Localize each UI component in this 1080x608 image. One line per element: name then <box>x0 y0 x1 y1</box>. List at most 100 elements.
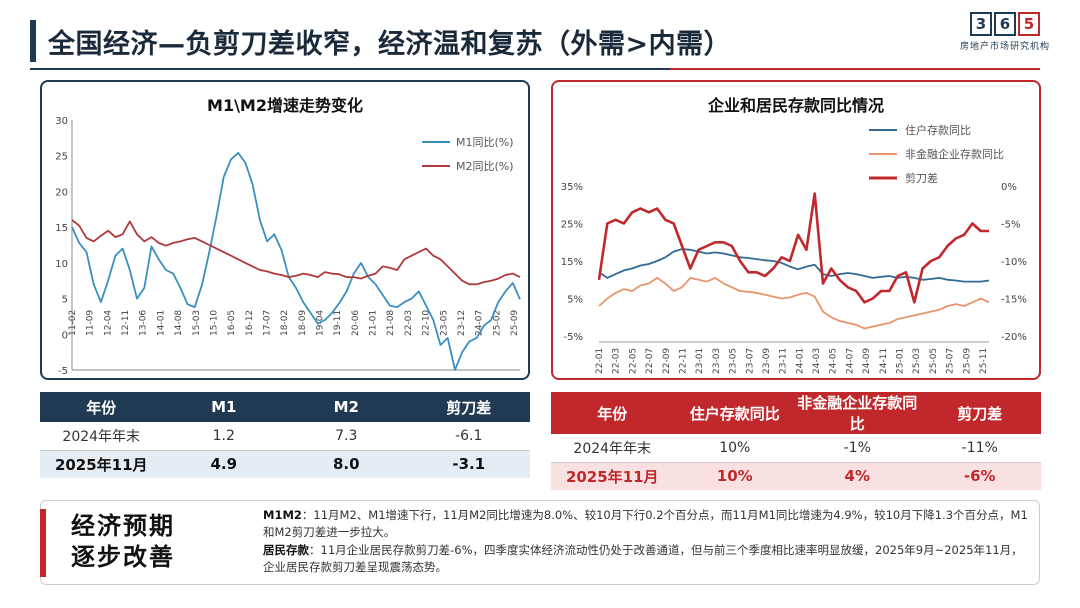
y-tick-label: 25 <box>55 152 68 163</box>
page-title: 全国经济—负剪刀差收窄，经济温和复苏（外需>内需） <box>48 29 732 60</box>
summary-text: ：11月企业居民存款剪刀差-6%，四季度实体经济流动性仍处于改善通道，但与前三个… <box>263 543 1023 574</box>
summary-body: M1M2：11月M2、M1增速下行，11月M2同比增速为8.0%、较10月下行0… <box>263 507 1033 577</box>
x-tick-label: 24-03 <box>812 348 822 374</box>
table-header: 年份 <box>551 392 674 434</box>
x-tick-label: 25-09 <box>510 310 520 336</box>
x-tick-label: 23-11 <box>779 348 789 374</box>
x-tick-label: 23-01 <box>695 348 705 374</box>
x-tick-label: 19-11 <box>333 310 343 336</box>
y-tick-label: 15% <box>561 257 583 268</box>
series-line <box>598 277 990 330</box>
legend-label: 剪刀差 <box>905 171 938 185</box>
x-tick-label: 23-03 <box>712 348 722 374</box>
table-cell: 2025年11月 <box>40 450 163 478</box>
x-tick-label: 18-02 <box>280 310 290 336</box>
legend-label: M1同比(%) <box>456 136 514 149</box>
summary-paragraph: M1M2：11月M2、M1增速下行，11月M2同比增速为8.0%、较10月下行0… <box>263 507 1033 541</box>
table-cell: 7.3 <box>285 422 408 451</box>
x-tick-label: 22-05 <box>628 348 638 374</box>
y-tick-label: 25% <box>561 220 583 231</box>
table-row: 2024年年末 10% -1% -11% <box>551 434 1041 463</box>
x-tick-label: 21-01 <box>369 310 379 336</box>
x-tick-label: 24-07 <box>845 348 855 374</box>
x-tick-label: 22-10 <box>422 310 432 336</box>
series-line <box>598 248 990 283</box>
x-tick-label: 14-01 <box>156 310 166 336</box>
x-tick-label: 12-11 <box>121 310 131 336</box>
table-cell: 8.0 <box>285 450 408 478</box>
y-tick-label: 20 <box>55 187 68 198</box>
x-tick-label: 25-02 <box>492 310 502 336</box>
table-header: M2 <box>285 392 408 422</box>
table-cell: 2024年年末 <box>40 422 163 451</box>
summary-accent <box>40 509 46 577</box>
table-cell: -1% <box>796 434 919 463</box>
x-tick-label: 22-09 <box>662 348 672 374</box>
table-cell: 10% <box>673 434 796 463</box>
table-cell: 4% <box>796 462 919 490</box>
x-tick-label: 25-01 <box>896 348 906 374</box>
x-tick-label: 11-09 <box>86 310 96 336</box>
x-tick-label: 13-06 <box>139 310 149 336</box>
m1-m2-line-chart: -5 0 5 10 15 20 25 30 11-02 11-09 12-04 12-11 13-06 1… <box>55 116 521 377</box>
table-header: 年份 <box>40 392 163 422</box>
summary-paragraph: 居民存款：11月企业居民存款剪刀差-6%，四季度实体经济流动性仍处于改善通道，但… <box>263 542 1033 576</box>
logo-caption: 房地产市场研究机构 <box>959 42 1050 52</box>
y-tick-label: -5% <box>1001 220 1020 231</box>
y-tick-label: 30 <box>55 116 68 127</box>
x-tick-label: 24-11 <box>879 348 889 374</box>
x-tick-label: 24-07 <box>475 310 485 336</box>
x-tick-label: 25-09 <box>962 348 972 374</box>
y-tick-label: -20% <box>1001 332 1027 343</box>
x-tick-label: 22-01 <box>595 348 605 374</box>
y-tick-label: -15% <box>1001 295 1027 306</box>
x-tick-label: 23-05 <box>439 310 449 336</box>
summary-box: 经济预期 逐步改善 M1M2：11月M2、M1增速下行，11月M2同比增速为8.… <box>40 500 1040 585</box>
y-tick-label: 0% <box>1001 182 1017 193</box>
x-tick-label: 21-08 <box>386 310 396 336</box>
x-tick-label: 23-05 <box>729 348 739 374</box>
logo-mark: 3 6 5 <box>950 12 1060 36</box>
x-tick-label: 23-09 <box>762 348 772 374</box>
chart-title: 企业和居民存款同比情况 <box>707 96 884 115</box>
x-tick-label: 22-03 <box>404 310 414 336</box>
deposit-line-chart: -5% 5% 15% 25% 35% 0% -5% -10% -15% -20% 22-01 22-0… <box>561 123 1027 374</box>
table-row: 2025年11月 10% 4% -6% <box>551 462 1041 490</box>
x-tick-label: 15-03 <box>192 310 202 336</box>
x-tick-label: 11-02 <box>68 310 78 336</box>
table-cell: -3.1 <box>407 450 530 478</box>
x-tick-label: 24-09 <box>862 348 872 374</box>
series-line <box>71 219 521 286</box>
y-tick-label: -5 <box>58 366 68 377</box>
x-tick-label: 25-07 <box>946 348 956 374</box>
x-tick-label: 22-07 <box>645 348 655 374</box>
table-header: 住户存款同比 <box>673 392 796 434</box>
title-divider <box>30 68 1040 70</box>
title-divider-accent <box>670 68 1040 70</box>
x-tick-label: 25-11 <box>979 348 989 374</box>
chart-title: M1\M2增速走势变化 <box>207 96 363 115</box>
x-tick-label: 23-12 <box>457 310 467 336</box>
legend-label: M2同比(%) <box>456 160 514 173</box>
table-row: 2025年11月 4.9 8.0 -3.1 <box>40 450 530 478</box>
table-cell: 4.9 <box>162 450 285 478</box>
summary-heading-line: 逐步改善 <box>71 543 175 571</box>
y-tick-label: 35% <box>561 182 583 193</box>
y-tick-label: 0 <box>62 330 68 341</box>
table-cell: 2024年年末 <box>551 434 674 463</box>
logo-digit: 6 <box>994 12 1016 36</box>
deposit-chart-panel: 企业和居民存款同比情况 -5% 5% 15% 25% 35% 0% -5% -10% -15% -… <box>551 80 1041 380</box>
m1-m2-table: 年份 M1 M2 剪刀差 2024年年末 1.2 7.3 -6.1 2025年1… <box>40 392 530 478</box>
table-cell: 1.2 <box>162 422 285 451</box>
x-tick-label: 18-09 <box>298 310 308 336</box>
logo-digit: 3 <box>970 12 992 36</box>
table-row: 2024年年末 1.2 7.3 -6.1 <box>40 422 530 451</box>
x-tick-label: 24-01 <box>795 348 805 374</box>
legend-label: 住户存款同比 <box>905 123 971 137</box>
legend-label: 非金融企业存款同比 <box>905 147 1004 161</box>
y-tick-label: -5% <box>564 332 583 343</box>
x-tick-label: 23-07 <box>745 348 755 374</box>
x-tick-label: 24-05 <box>829 348 839 374</box>
table-cell: -6% <box>918 462 1041 490</box>
x-tick-label: 16-05 <box>227 310 237 336</box>
